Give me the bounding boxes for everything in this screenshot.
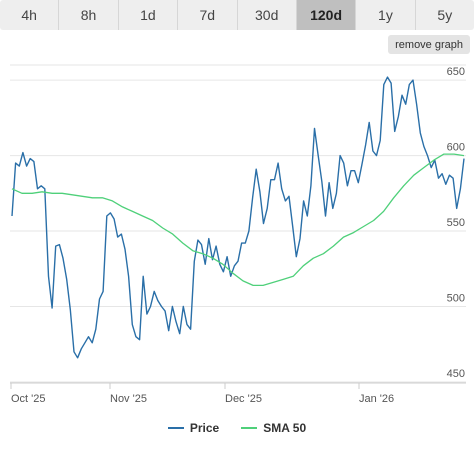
y-tick-label: 500 — [447, 293, 465, 305]
remove-graph-button[interactable]: remove graph — [388, 35, 470, 54]
x-tick-label: Nov '25 — [110, 393, 147, 405]
range-tab-120d[interactable]: 120d — [296, 0, 357, 30]
legend-label-sma: SMA 50 — [263, 421, 307, 435]
range-tab-30d[interactable]: 30d — [238, 0, 297, 30]
y-tick-label: 600 — [447, 142, 465, 154]
range-tab-7d[interactable]: 7d — [178, 0, 238, 30]
chart-legend: Price SMA 50 — [0, 421, 474, 435]
range-tab-8h[interactable]: 8h — [59, 0, 119, 30]
x-tick-label: Jan '26 — [359, 393, 394, 405]
range-tab-4h[interactable]: 4h — [0, 0, 60, 30]
x-tick-label: Oct '25 — [11, 393, 46, 405]
legend-item-sma[interactable]: SMA 50 — [241, 421, 306, 435]
y-tick-label: 450 — [447, 368, 465, 380]
time-range-selector: 4h 8h 1d 7d 30d 120d 1y 5y — [0, 0, 474, 30]
price-series-line — [11, 76, 465, 359]
y-tick-label: 550 — [447, 217, 465, 229]
y-tick-label: 650 — [447, 66, 465, 78]
range-tab-5y[interactable]: 5y — [437, 7, 453, 23]
range-tab-1d[interactable]: 1d — [119, 0, 179, 30]
range-tab-1y[interactable]: 1y — [356, 0, 416, 30]
sma-series-line — [11, 153, 465, 287]
price-legend-swatch — [167, 427, 184, 429]
legend-item-price[interactable]: Price — [167, 421, 220, 435]
legend-label-price: Price — [189, 421, 220, 435]
x-tick-label: Dec '25 — [225, 393, 262, 405]
sma-legend-swatch — [241, 427, 258, 429]
